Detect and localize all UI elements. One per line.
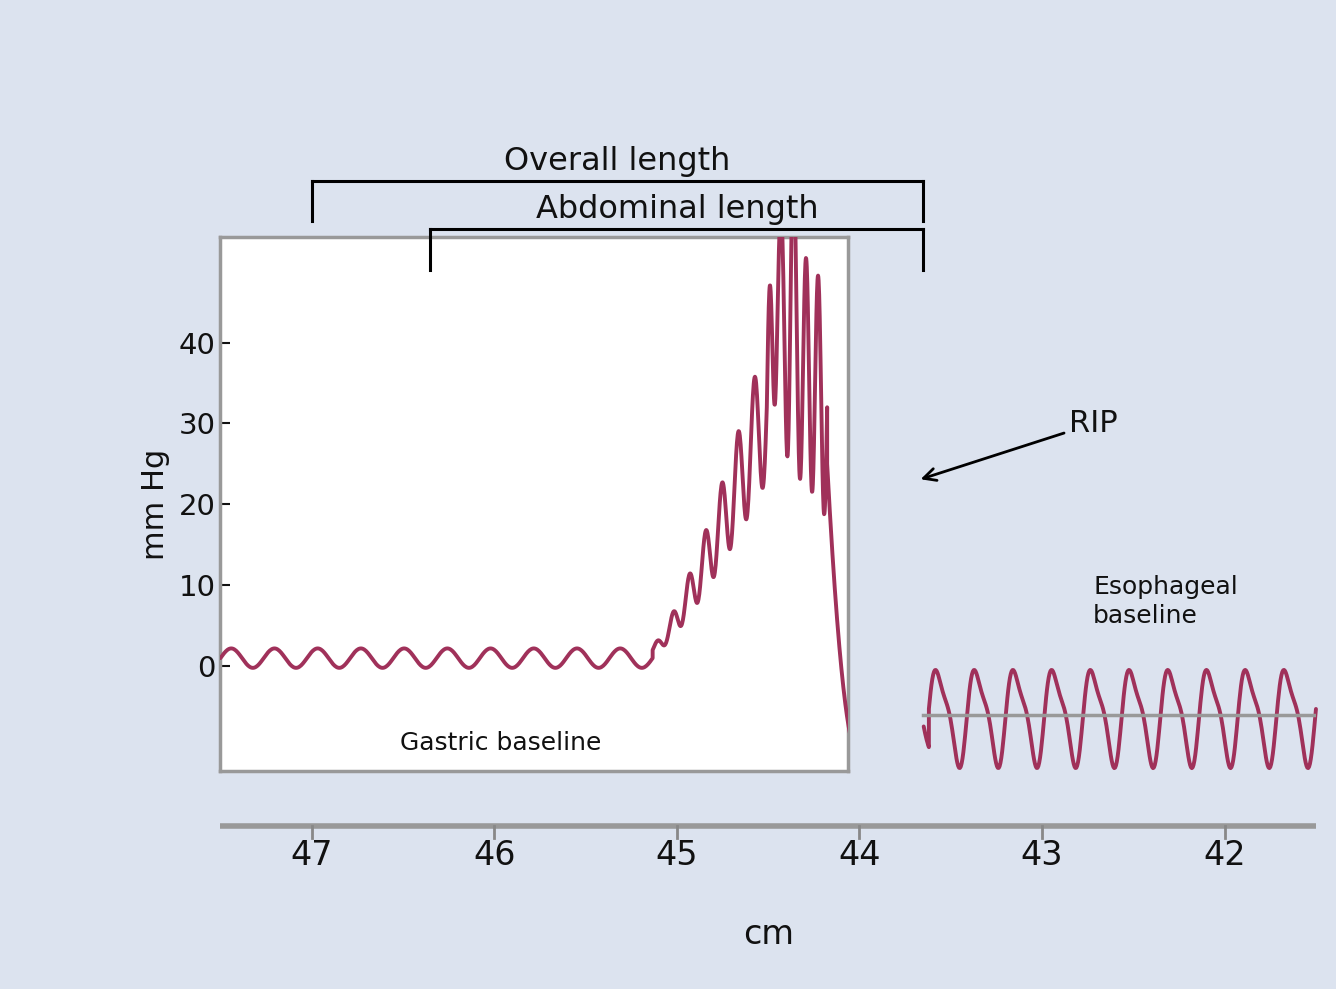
Text: 43: 43: [1021, 839, 1063, 872]
Text: Overall length: Overall length: [505, 145, 731, 177]
Text: RIP: RIP: [923, 409, 1118, 481]
Text: 42: 42: [1204, 839, 1246, 872]
Text: 45: 45: [656, 839, 699, 872]
Text: 44: 44: [838, 839, 880, 872]
Text: cm: cm: [743, 918, 794, 951]
Text: Abdominal length: Abdominal length: [536, 194, 818, 225]
Y-axis label: mm Hg: mm Hg: [142, 449, 170, 560]
Text: Esophageal
baseline: Esophageal baseline: [1093, 575, 1238, 628]
Text: 47: 47: [290, 839, 333, 872]
Text: Gastric baseline: Gastric baseline: [399, 731, 601, 755]
Text: 46: 46: [473, 839, 516, 872]
